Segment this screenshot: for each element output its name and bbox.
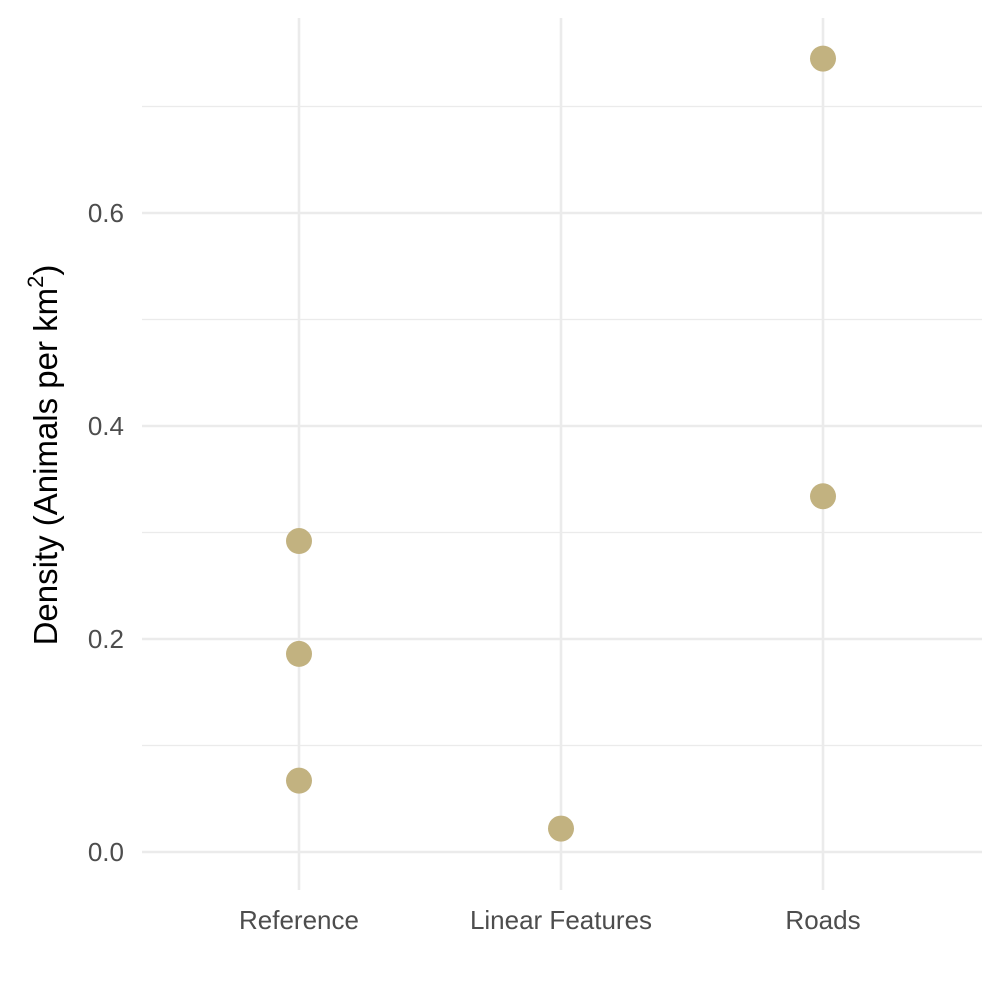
data-point [286, 528, 312, 555]
y-tick-label: 0.6 [88, 198, 124, 228]
x-tick-label: Reference [239, 905, 359, 935]
x-tick-label: Linear Features [470, 905, 652, 935]
y-tick-label: 0.4 [88, 411, 124, 441]
data-point [810, 45, 836, 72]
y-axis-title-superscript: 2 [23, 276, 48, 288]
data-point [810, 483, 836, 510]
y-axis-title: Density (Animals per km2) [23, 265, 64, 646]
x-axis-tick-labels: Reference Linear Features Roads [239, 905, 861, 935]
x-tick-label: Roads [785, 905, 860, 935]
y-tick-label: 0.0 [88, 837, 124, 867]
data-points [286, 45, 836, 842]
data-point [548, 815, 574, 842]
y-tick-label: 0.2 [88, 624, 124, 654]
data-point [286, 640, 312, 667]
y-axis-title-close: ) [27, 265, 64, 276]
y-axis-tick-labels: 0.0 0.2 0.4 0.6 [88, 198, 124, 867]
y-axis-title-main: Density (Animals per km [27, 288, 64, 646]
data-point [286, 767, 312, 794]
major-gridlines [142, 18, 982, 890]
